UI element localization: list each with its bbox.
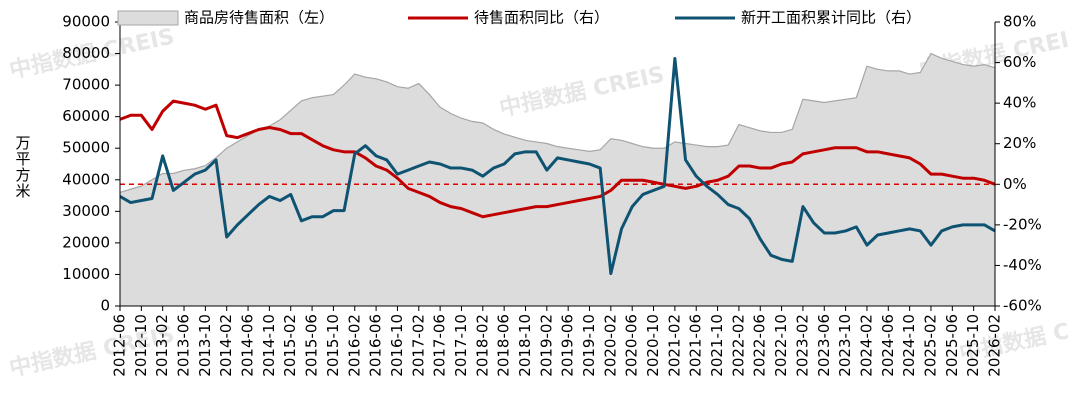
x-tick-label: 2013-02	[153, 314, 171, 377]
x-tick-label: 2016-02	[345, 314, 363, 377]
x-tick-label: 2019-02	[537, 314, 555, 377]
x-tick-label: 2016-10	[388, 314, 406, 377]
x-tick-label: 2017-10	[452, 314, 470, 377]
x-tick-label: 2017-06	[431, 314, 449, 377]
x-tick-label: 2012-06	[111, 314, 129, 377]
x-tick-label: 2021-02	[665, 314, 683, 377]
x-tick-label: 2023-10	[836, 314, 854, 377]
x-tick-label: 2012-10	[132, 314, 150, 377]
y-tick-label: 40000	[62, 170, 110, 188]
x-tick-label: 2025-06	[943, 314, 961, 377]
y-tick-label: 70000	[62, 76, 110, 94]
x-tick-label: 2013-10	[196, 314, 214, 377]
legend-label: 新开工面积累计同比（右）	[741, 9, 921, 27]
y-tick-label: 90000	[62, 13, 110, 31]
y2-tick-label: 40%	[1003, 94, 1036, 112]
x-tick-label: 2015-10	[324, 314, 342, 377]
y-tick-label: 50000	[62, 139, 110, 157]
x-tick-label: 2025-10	[964, 314, 982, 377]
x-tick-label: 2022-06	[751, 314, 769, 377]
line	[119, 99, 996, 219]
x-tick-label: 2024-06	[879, 314, 897, 377]
x-tick-label: 2017-02	[409, 314, 427, 377]
x-tick-label: 2018-06	[495, 314, 513, 377]
y2-tick-label: -60%	[1003, 297, 1042, 315]
y-tick-label: 10000	[62, 265, 110, 283]
x-tick-label: 2014-10	[260, 314, 278, 377]
y2-tick-label: 60%	[1003, 53, 1036, 71]
x-tick-label: 2013-06	[175, 314, 193, 377]
x-tick-label: 2025-02	[921, 314, 939, 377]
x-tick-label: 2024-02	[857, 314, 875, 377]
x-tick-label: 2018-10	[516, 314, 534, 377]
y2-tick-label: 80%	[1003, 13, 1036, 31]
y-tick-label: 60000	[62, 107, 110, 125]
y-tick-label: 20000	[62, 233, 110, 251]
x-tick-label: 2021-10	[708, 314, 726, 377]
x-tick-label: 2026-02	[986, 314, 1004, 377]
y-tick-label: 80000	[62, 44, 110, 62]
x-tick-label: 2022-10	[772, 314, 790, 377]
x-tick-label: 2019-06	[559, 314, 577, 377]
y-tick-label: 30000	[62, 202, 110, 220]
x-tick-label: 2020-02	[601, 314, 619, 377]
x-tick-label: 2015-02	[281, 314, 299, 377]
x-tick-label: 2024-10	[900, 314, 918, 377]
x-tick-label: 2019-10	[580, 314, 598, 377]
line	[119, 57, 996, 276]
x-tick-label: 2022-02	[729, 314, 747, 377]
x-tick-label: 2016-06	[367, 314, 385, 377]
x-tick-label: 2020-06	[623, 314, 641, 377]
y2-tick-label: 20%	[1003, 134, 1036, 152]
x-tick-label: 2021-06	[687, 314, 705, 377]
watermark: 中指数据 CREIS	[7, 321, 177, 381]
legend-label: 待售面积同比（右）	[474, 9, 609, 27]
y2-tick-label: -20%	[1003, 215, 1042, 233]
x-tick-label: 2020-10	[644, 314, 662, 377]
area	[120, 53, 995, 307]
legend-label: 商品房待售面积（左）	[184, 9, 334, 27]
x-tick-label: 2018-02	[473, 314, 491, 377]
x-tick-label: 2023-02	[793, 314, 811, 377]
y-axis-title: 万平方米	[14, 135, 32, 199]
y-tick-label: 0	[100, 297, 110, 315]
y2-tick-label: -40%	[1003, 256, 1042, 274]
x-tick-label: 2014-02	[217, 314, 235, 377]
x-tick-label: 2015-06	[303, 314, 321, 377]
y2-tick-label: 0%	[1003, 175, 1027, 193]
watermark: 中指数据 CREIS	[497, 61, 667, 121]
legend-swatch	[117, 10, 179, 26]
x-tick-label: 2023-06	[815, 314, 833, 377]
x-tick-label: 2014-06	[239, 314, 257, 377]
